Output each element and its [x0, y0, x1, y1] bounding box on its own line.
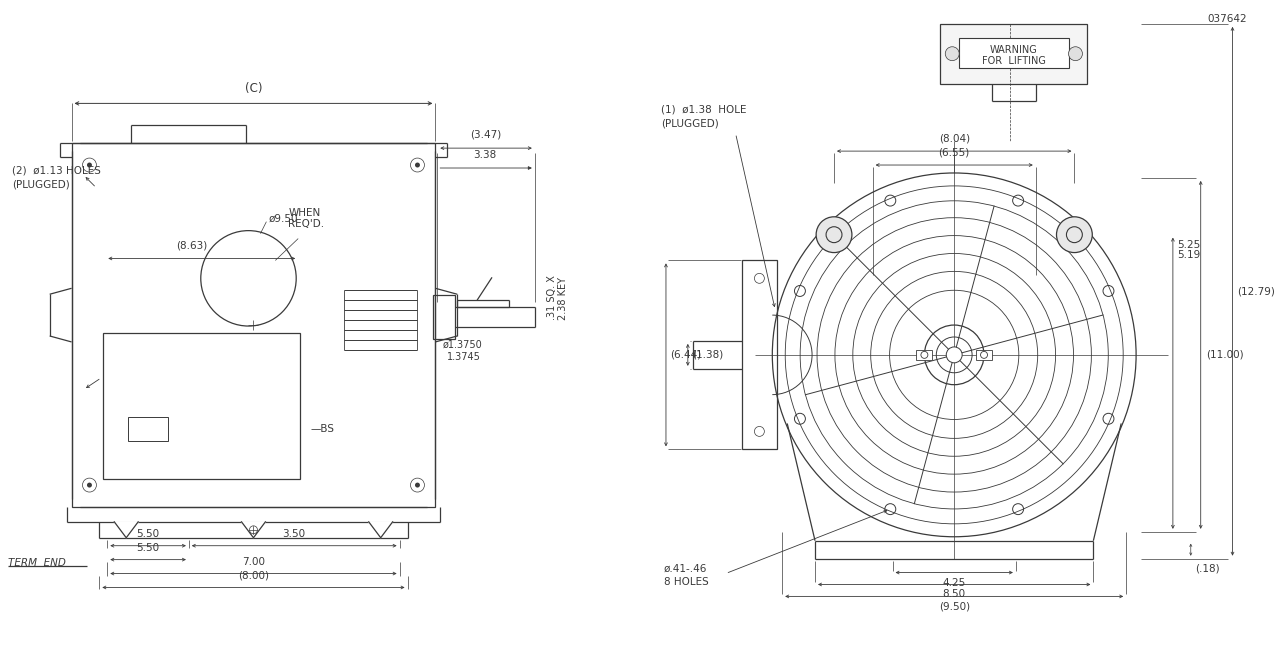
- Text: 7.00: 7.00: [242, 556, 265, 566]
- Circle shape: [817, 217, 852, 253]
- Text: —BS: —BS: [310, 424, 334, 434]
- Text: ø1.3750: ø1.3750: [443, 340, 483, 350]
- Text: 4.25: 4.25: [942, 578, 966, 588]
- Circle shape: [87, 163, 92, 167]
- Bar: [128, 418, 168, 442]
- Polygon shape: [242, 522, 265, 538]
- Bar: [916, 350, 932, 360]
- Text: ø9.50: ø9.50: [269, 213, 298, 223]
- Polygon shape: [369, 522, 393, 538]
- Text: (1.38): (1.38): [691, 350, 723, 360]
- Text: (PLUGGED): (PLUGGED): [12, 180, 69, 190]
- Text: 8.50: 8.50: [942, 590, 966, 600]
- Polygon shape: [114, 522, 138, 538]
- Text: (9.50): (9.50): [938, 602, 970, 612]
- Text: WARNING
FOR  LIFTING: WARNING FOR LIFTING: [982, 45, 1046, 67]
- Text: (6.44): (6.44): [669, 350, 701, 360]
- Text: (12.79): (12.79): [1238, 286, 1275, 296]
- Bar: [959, 38, 1069, 67]
- Text: (1)  ø1.38  HOLE: (1) ø1.38 HOLE: [660, 104, 746, 114]
- Circle shape: [415, 483, 420, 488]
- Bar: [72, 143, 435, 507]
- Circle shape: [1056, 217, 1092, 253]
- Text: (8.63): (8.63): [177, 241, 207, 251]
- Text: (C): (C): [244, 83, 262, 95]
- Text: 5.50: 5.50: [137, 543, 160, 553]
- Text: (2)  ø1.13 HOLES: (2) ø1.13 HOLES: [12, 166, 101, 176]
- Circle shape: [87, 483, 92, 488]
- Text: 5.25: 5.25: [1176, 239, 1201, 249]
- Text: TERM  END: TERM END: [8, 558, 65, 568]
- Text: .31 SQ. X
2.38 KEY: .31 SQ. X 2.38 KEY: [547, 275, 568, 319]
- Text: CE: CE: [141, 424, 155, 434]
- Circle shape: [415, 163, 420, 167]
- Text: 5.50: 5.50: [137, 529, 160, 539]
- Text: (6.55): (6.55): [938, 147, 970, 157]
- Text: (.18): (.18): [1194, 564, 1220, 574]
- Text: 1.3745: 1.3745: [447, 352, 481, 362]
- Circle shape: [946, 347, 963, 363]
- Circle shape: [945, 47, 959, 61]
- Text: (8.04): (8.04): [938, 133, 970, 143]
- Circle shape: [1069, 47, 1083, 61]
- Text: 8 HOLES: 8 HOLES: [664, 578, 709, 588]
- Text: ø.41-.46: ø.41-.46: [664, 564, 708, 574]
- Text: 3.50: 3.50: [283, 529, 306, 539]
- Text: (PLUGGED): (PLUGGED): [660, 118, 719, 128]
- Bar: [941, 24, 1088, 83]
- Bar: [434, 295, 456, 339]
- Bar: [977, 350, 992, 360]
- Text: (3.47): (3.47): [471, 129, 502, 139]
- Text: 5.19: 5.19: [1176, 249, 1201, 259]
- Text: WHEN
REQ'D.: WHEN REQ'D.: [288, 208, 324, 229]
- Text: (11.00): (11.00): [1206, 350, 1243, 360]
- Text: 3.38: 3.38: [474, 150, 497, 160]
- Text: 037642: 037642: [1208, 14, 1248, 24]
- Bar: [742, 260, 777, 450]
- Bar: [104, 333, 301, 479]
- Text: (8.00): (8.00): [238, 570, 269, 580]
